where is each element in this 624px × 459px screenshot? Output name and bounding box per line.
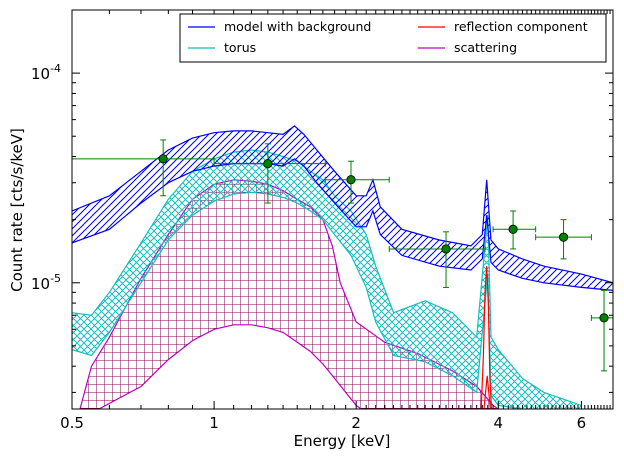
data-point-2 <box>324 160 390 204</box>
x-tick-label: 6 <box>577 414 587 432</box>
x-tick-label: 4 <box>494 414 504 432</box>
legend-box <box>179 13 607 63</box>
data-point-3 <box>388 231 486 288</box>
legend-item-torus: torus <box>188 40 256 55</box>
legend-label: torus <box>224 40 256 55</box>
data-point-6 <box>590 289 613 372</box>
legend-label: reflection component <box>454 19 588 34</box>
model-with-background-band <box>72 125 613 409</box>
legend-item-reflection-component: reflection component <box>418 19 588 34</box>
data-points <box>72 139 613 372</box>
model-with-background-band-fill <box>72 125 613 409</box>
legend-label: model with background <box>224 19 371 34</box>
plot-frame <box>71 9 614 410</box>
y-axis-title: Count rate [cts/s/keV] <box>8 128 26 292</box>
axis-tick-labels: 0.5 1 2 4 6 10-5 10-4 <box>31 62 586 432</box>
data-point-4 <box>492 210 537 250</box>
x-tick-label: 1 <box>209 414 219 432</box>
reflection-component-line-1 <box>483 375 491 409</box>
legend-item-model-with-background: model with background <box>188 19 371 34</box>
legend: model with background torus reflection com… <box>179 13 607 63</box>
x-tick-label: 2 <box>351 414 361 432</box>
y-tick-label: 10-5 <box>31 272 61 293</box>
y-tick-label: 10-4 <box>31 62 61 83</box>
legend-item-scattering: scattering <box>418 40 517 55</box>
reflection-component-line-0 <box>480 266 493 409</box>
model-with-background-lower-line <box>72 158 613 291</box>
model-bands <box>72 125 613 409</box>
x-axis-title: Energy [keV] <box>294 432 391 450</box>
data-point-5 <box>535 219 592 260</box>
data-point-1 <box>213 143 326 204</box>
model-with-background-upper-line <box>72 125 613 284</box>
legend-label: scattering <box>454 40 517 55</box>
x-tick-label: 0.5 <box>60 414 84 432</box>
